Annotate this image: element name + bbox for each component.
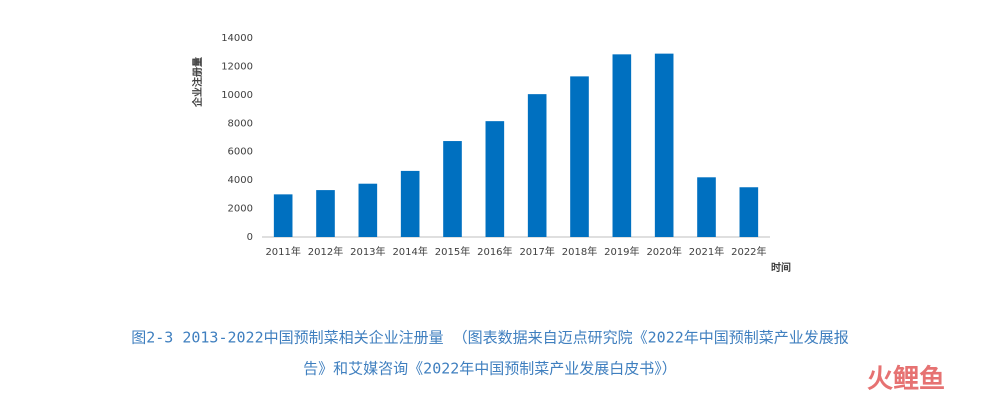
bar [527, 94, 547, 238]
bar [485, 121, 505, 237]
x-tick-label: 2022年 [731, 245, 766, 258]
bar [739, 187, 759, 237]
bar [570, 76, 589, 237]
x-axis-label: 时间 [771, 261, 791, 274]
bar [400, 170, 420, 237]
y-tick-label: 10000 [221, 90, 253, 101]
x-tick-label: 2014年 [392, 245, 427, 258]
y-tick-label: 4000 [228, 175, 253, 186]
bar [358, 183, 378, 237]
bar [697, 177, 716, 237]
x-tick-label: 2018年 [562, 245, 597, 258]
x-tick-label: 2013年 [350, 245, 385, 258]
x-tick-label: 2021年 [689, 245, 724, 258]
bar [654, 53, 674, 238]
y-tick-label: 14000 [221, 33, 253, 44]
x-tick-label: 2015年 [435, 245, 470, 258]
y-tick-label: 12000 [221, 61, 253, 72]
y-axis-label: 企业注册量 [191, 57, 204, 108]
bar [443, 141, 462, 237]
bar [316, 190, 335, 237]
y-tick-label: 2000 [228, 204, 253, 215]
bar [273, 194, 293, 237]
watermark: 火鲤鱼 [867, 365, 945, 395]
caption-line: 告》和艾媒咨询《2022年中国预制菜产业发展白皮书》） [303, 360, 677, 378]
y-tick-label: 0 [247, 232, 253, 243]
x-tick-label: 2020年 [646, 245, 681, 258]
x-tick-label: 2011年 [265, 245, 300, 258]
y-tick-label: 8000 [228, 118, 253, 129]
caption-line: 图2-3 2013-2022中国预制菜相关企业注册量 （图表数据来自迈点研究院《… [131, 329, 849, 347]
y-tick-label: 6000 [228, 147, 253, 158]
bar [612, 54, 632, 237]
x-tick-label: 2019年 [604, 245, 639, 258]
x-tick-label: 2012年 [308, 245, 343, 258]
x-tick-label: 2017年 [519, 245, 554, 258]
x-tick-label: 2016年 [477, 245, 512, 258]
